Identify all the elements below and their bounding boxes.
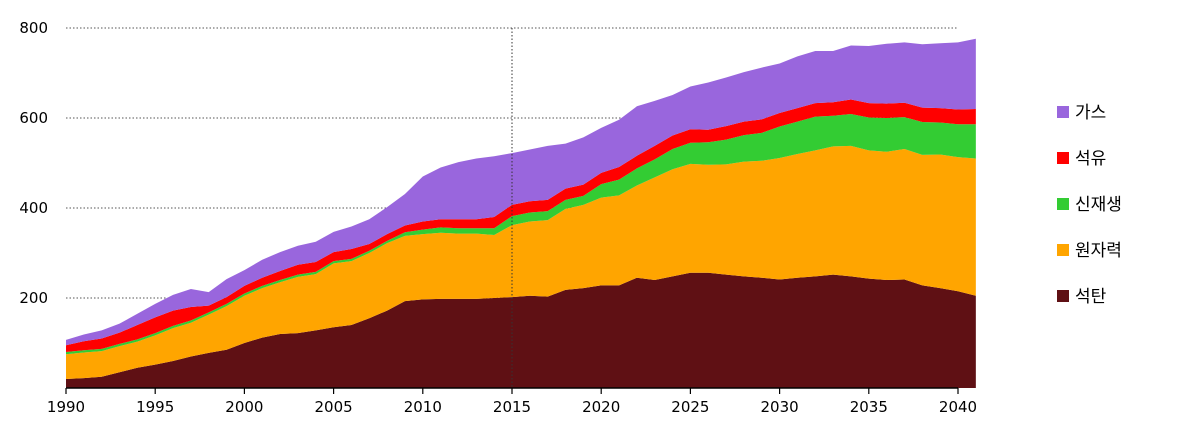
area-series-2 bbox=[66, 113, 976, 355]
area-series-1 bbox=[66, 145, 976, 379]
y-tick-label: 200 bbox=[19, 289, 48, 307]
x-tick-label: 1990 bbox=[47, 398, 85, 416]
area-layer bbox=[66, 38, 976, 388]
legend-swatch bbox=[1057, 290, 1069, 302]
area-series-4 bbox=[66, 38, 976, 346]
legend-swatch bbox=[1057, 244, 1069, 256]
x-tick-label: 2000 bbox=[225, 398, 263, 416]
legend-label: 가스 bbox=[1075, 103, 1106, 123]
y-tick-label: 600 bbox=[19, 109, 48, 127]
x-tick-label: 1995 bbox=[136, 398, 174, 416]
area-series-3 bbox=[66, 99, 976, 352]
axis-layer: 200 400 600 800 1990 1995 2000 2005 2010 2015 2020… bbox=[19, 19, 977, 416]
legend-label: 석유 bbox=[1075, 149, 1106, 169]
y-tick-label: 400 bbox=[19, 199, 48, 217]
x-tick-label: 2020 bbox=[582, 398, 620, 416]
legend-swatch bbox=[1057, 198, 1069, 210]
y-tick-label: 800 bbox=[19, 19, 48, 37]
x-tick-label: 2015 bbox=[493, 398, 531, 416]
x-tick-label: 2010 bbox=[404, 398, 442, 416]
x-tick-label: 2040 bbox=[939, 398, 977, 416]
x-tick-label: 2030 bbox=[761, 398, 799, 416]
x-tick-label: 2005 bbox=[315, 398, 353, 416]
x-tick-label: 2035 bbox=[850, 398, 888, 416]
legend-label: 원자력 bbox=[1075, 241, 1122, 261]
area-series-0 bbox=[66, 272, 976, 388]
legend-swatch bbox=[1057, 152, 1069, 164]
legend-label: 석탄 bbox=[1075, 287, 1107, 307]
legend-swatch bbox=[1057, 106, 1069, 118]
legend-label: 신재생 bbox=[1075, 195, 1122, 215]
x-tick-label: 2025 bbox=[671, 398, 709, 416]
